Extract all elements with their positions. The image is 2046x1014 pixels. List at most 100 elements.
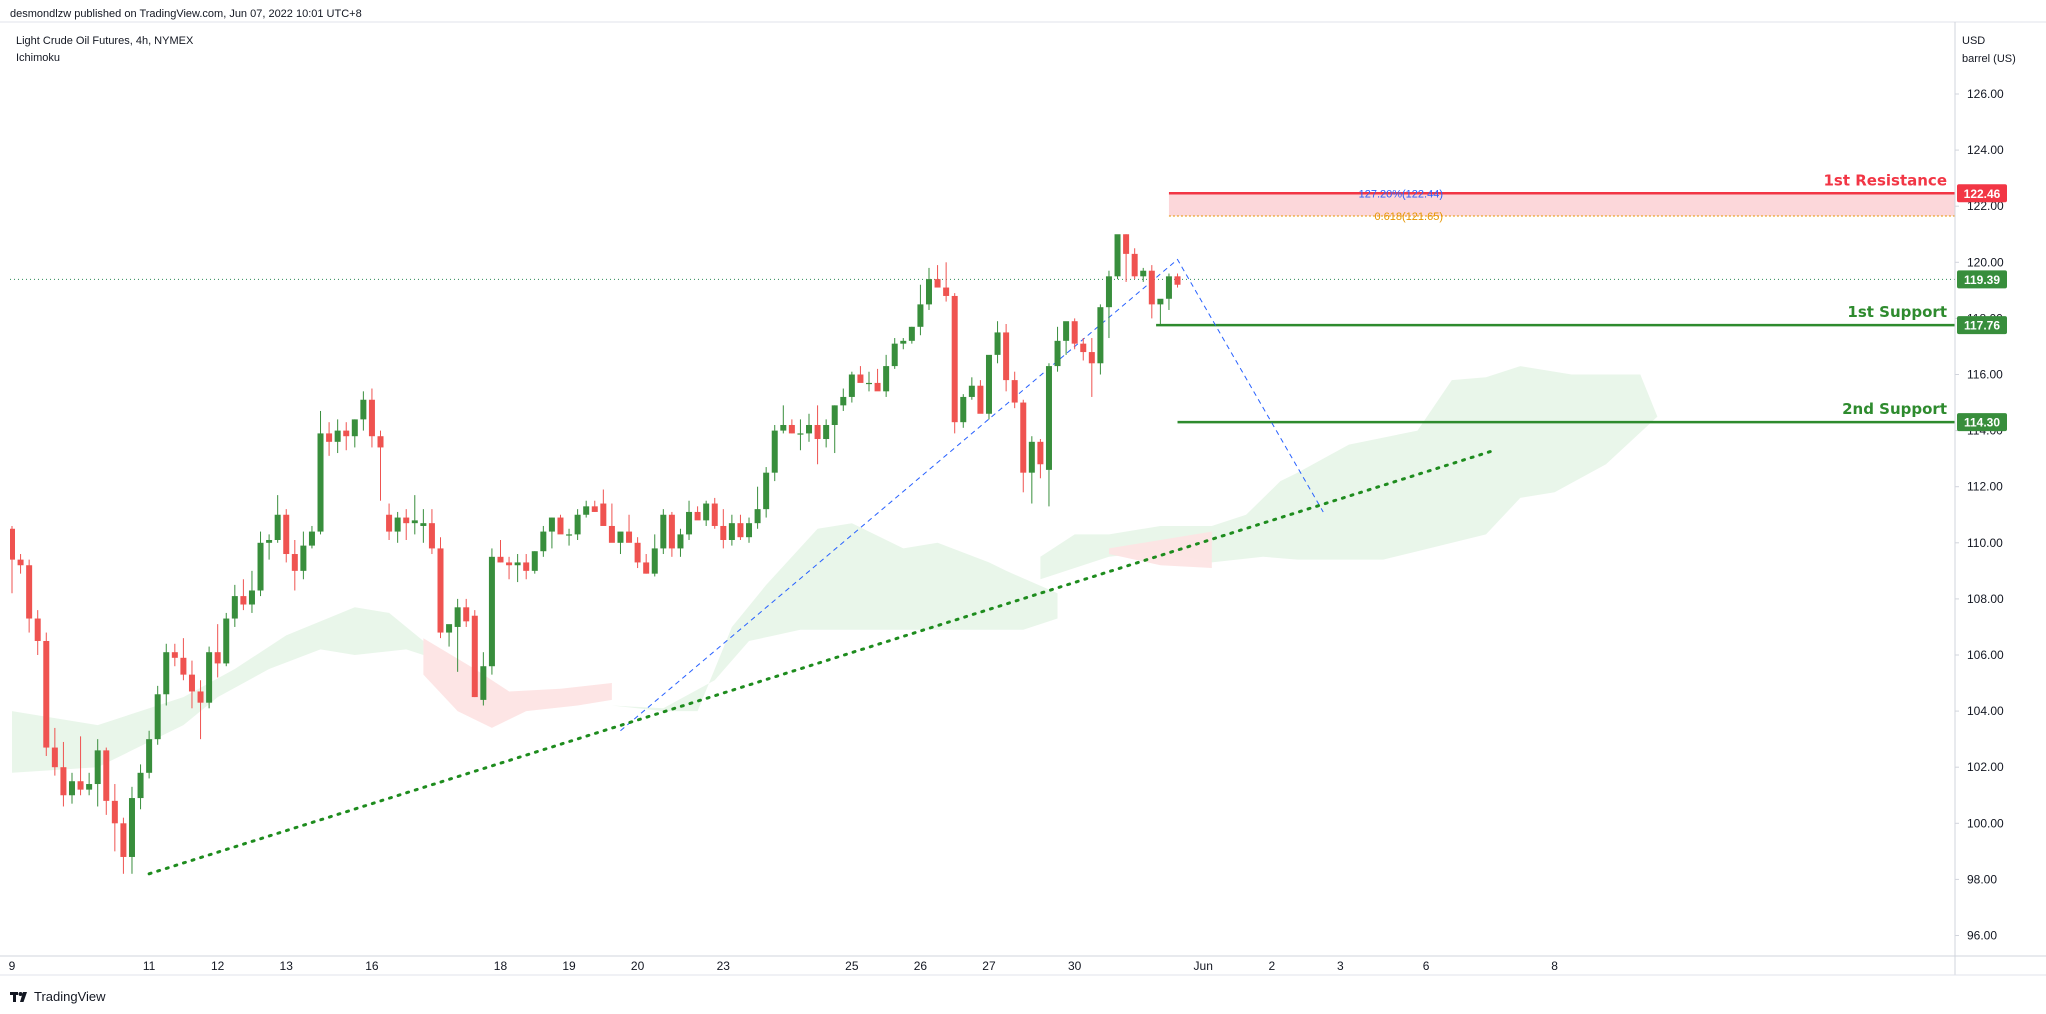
candle-body: [1063, 321, 1070, 341]
candle: [668, 511, 675, 557]
candle: [643, 554, 650, 574]
candle: [1105, 270, 1112, 339]
candle-body: [908, 326, 915, 341]
price-axis[interactable]: 96.00 98.00 100.00 102.00 104.00 106.00 108.00…: [1955, 87, 2007, 943]
candle: [1080, 338, 1087, 361]
candle-body: [223, 618, 230, 664]
candle-body: [10, 528, 15, 560]
candle-body: [925, 279, 932, 305]
candle: [634, 537, 641, 569]
support-1-price-tag-text: 117.76: [1964, 319, 2000, 333]
candle-body: [617, 531, 624, 543]
candle-body: [411, 520, 418, 524]
candle-body: [1131, 253, 1138, 277]
candle-body: [437, 548, 444, 633]
candle: [291, 539, 298, 591]
candle-body: [883, 366, 890, 392]
candle: [334, 419, 341, 454]
time-axis[interactable]: 9 11 12 13 16 18 19 20 23 25 26 27 30 Jun 2 3 6 8: [9, 959, 1559, 973]
symbol-title: Light Crude Oil Futures, 4h, NYMEX: [16, 35, 194, 47]
price-tick-label: 98.00: [1967, 872, 1997, 886]
candle-body: [231, 596, 238, 619]
candle-body: [548, 517, 555, 532]
candle: [1011, 371, 1018, 409]
candle: [351, 419, 358, 448]
candle: [968, 377, 975, 400]
candle-body: [857, 374, 864, 383]
support-resistance-levels: [10, 192, 1955, 424]
candle: [386, 503, 393, 540]
candle-body: [68, 781, 75, 796]
candle-body: [720, 525, 727, 540]
candle: [891, 338, 898, 369]
candle-body: [660, 514, 667, 549]
candle: [1114, 234, 1121, 280]
candle-body: [471, 615, 478, 698]
candle-body: [1140, 270, 1147, 277]
candle-body: [1105, 276, 1112, 308]
candle-body: [651, 548, 658, 574]
candle-body: [840, 396, 847, 406]
candle: [686, 500, 693, 540]
candle: [188, 660, 195, 709]
resistance-price-tag-text: 122.46: [1964, 187, 2001, 201]
price-tick-label: 120.00: [1967, 255, 2004, 269]
candle-body: [1028, 441, 1035, 473]
tradingview-logo[interactable]: TradingView: [10, 989, 106, 1004]
candle-body: [351, 419, 358, 437]
candle: [660, 509, 667, 555]
candle-body: [1011, 380, 1018, 403]
candle: [831, 405, 838, 454]
candle: [574, 509, 581, 540]
last-price-tag-text: 119.39: [1964, 273, 2000, 287]
time-tick-label: 9: [9, 959, 16, 973]
candle-body: [171, 652, 178, 658]
resistance-zone: [1168, 193, 1955, 217]
candle-body: [214, 652, 221, 664]
candle-body: [188, 674, 195, 692]
candle: [848, 371, 855, 403]
candle-body: [1045, 366, 1052, 470]
candle-body: [703, 503, 710, 521]
candle-body: [531, 551, 538, 571]
candle: [146, 730, 153, 779]
candle-body: [591, 506, 598, 512]
candle-body: [600, 503, 607, 526]
candle: [86, 772, 93, 796]
support-2-price-tag: 114.30: [1957, 413, 2007, 432]
candle: [548, 517, 555, 549]
fib-retracement-label: 0.618(121.65): [1375, 211, 1444, 223]
cloud-bullish-area: [12, 523, 1058, 773]
candle-body: [985, 354, 992, 414]
candle-body: [300, 545, 307, 571]
candle-body: [900, 340, 907, 344]
indicator-label[interactable]: Ichimoku: [16, 52, 61, 64]
candle-body: [746, 523, 753, 538]
candle: [626, 514, 633, 543]
candle: [34, 610, 41, 655]
candle: [506, 556, 513, 580]
candle: [677, 528, 684, 557]
last-price-tag-box: [1957, 270, 2007, 289]
candle: [43, 632, 50, 756]
candle: [823, 419, 830, 448]
candle-body: [266, 539, 273, 543]
candle: [403, 509, 410, 540]
candle: [411, 495, 418, 535]
candle-body: [848, 374, 855, 397]
candle-body: [763, 472, 770, 510]
candle: [883, 354, 890, 397]
candle: [960, 394, 967, 428]
ichimoku-cloud: [12, 366, 1658, 773]
candle-body: [968, 385, 975, 397]
candle-body: [523, 562, 530, 571]
candle-body: [686, 511, 693, 535]
candle: [368, 388, 375, 448]
candle: [977, 380, 984, 414]
candle-body: [17, 559, 24, 566]
candle-body: [1097, 307, 1104, 364]
candle: [617, 531, 624, 555]
candle-body: [368, 399, 375, 437]
candle: [600, 489, 607, 526]
